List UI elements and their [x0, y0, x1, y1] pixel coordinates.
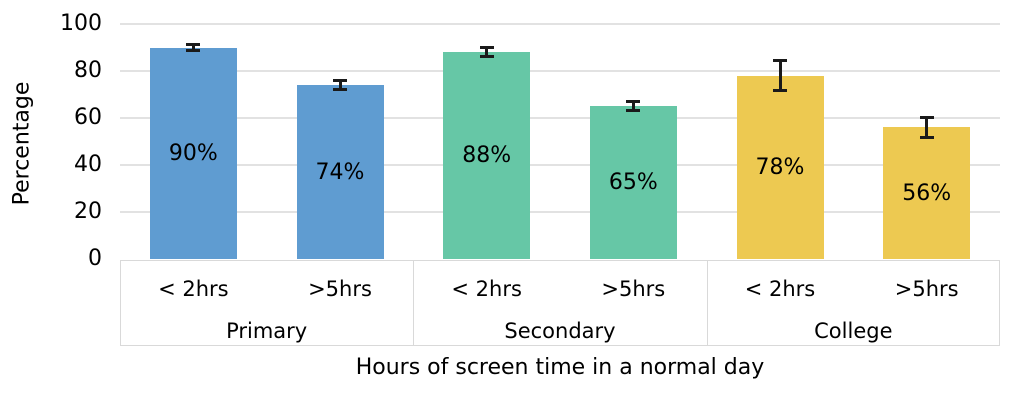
error-bar-cap-top [479, 46, 494, 50]
error-bar-line [485, 46, 489, 59]
error-bar-cap-bottom [479, 55, 494, 59]
error-bar-line [191, 42, 195, 53]
error-bar-line [338, 79, 342, 91]
bar: 65% [589, 106, 677, 259]
group-label: College [814, 319, 893, 343]
error-bar-line [778, 59, 782, 93]
y-tick-label: 80 [74, 58, 102, 83]
gridline [120, 211, 1000, 213]
bar-data-label: 74% [315, 159, 365, 185]
error-bar-cap-bottom [919, 136, 934, 140]
group-divider [413, 260, 415, 346]
bar-category-label: < 2hrs [158, 277, 229, 301]
error-bar-cap-bottom [626, 109, 641, 113]
bar-data-label: 90% [168, 140, 218, 166]
category-axis-box [120, 260, 1000, 346]
y-tick-label: 0 [88, 246, 102, 271]
error-bar-cap-top [333, 79, 347, 83]
bar-category-label: < 2hrs [451, 277, 522, 301]
bar: 78% [736, 75, 824, 259]
group-label: Secondary [504, 319, 616, 343]
gridline [120, 23, 1000, 25]
bar: 88% [443, 52, 531, 259]
bar-data-label: 65% [608, 170, 658, 196]
y-tick-label: 20 [74, 199, 102, 224]
x-axis-title: Hours of screen time in a normal day [355, 355, 765, 380]
bar: 74% [296, 85, 384, 259]
group-divider [706, 260, 708, 346]
bar-data-label: 78% [755, 154, 805, 180]
error-bar-line [925, 115, 929, 140]
error-bar-cap-bottom [333, 87, 347, 91]
gridline [120, 117, 1000, 119]
bar-category-label: < 2hrs [744, 277, 816, 301]
error-bar-line [631, 100, 635, 113]
error-bar-cap-top [919, 115, 934, 119]
y-tick-label: 40 [74, 152, 102, 177]
y-axis-title: Percentage [9, 81, 35, 206]
bar-data-label: 88% [462, 143, 512, 169]
bar-data-label: 56% [902, 180, 952, 206]
gridline [120, 70, 1000, 72]
error-bar-cap-top [626, 100, 641, 104]
error-bar-cap-bottom [773, 89, 787, 93]
group-label: Primary [226, 319, 308, 343]
error-bar-cap-top [773, 59, 787, 63]
bar: 90% [149, 47, 237, 259]
error-bar-cap-top [186, 42, 201, 46]
bar: 56% [883, 127, 971, 259]
y-tick-label: 60 [74, 105, 102, 130]
bar-category-label: >5hrs [601, 277, 666, 301]
gridline [120, 164, 1000, 166]
bar-category-label: >5hrs [308, 277, 372, 301]
y-tick-label: 100 [60, 11, 102, 36]
bar-category-label: >5hrs [894, 277, 959, 301]
error-bar-cap-bottom [186, 49, 201, 53]
